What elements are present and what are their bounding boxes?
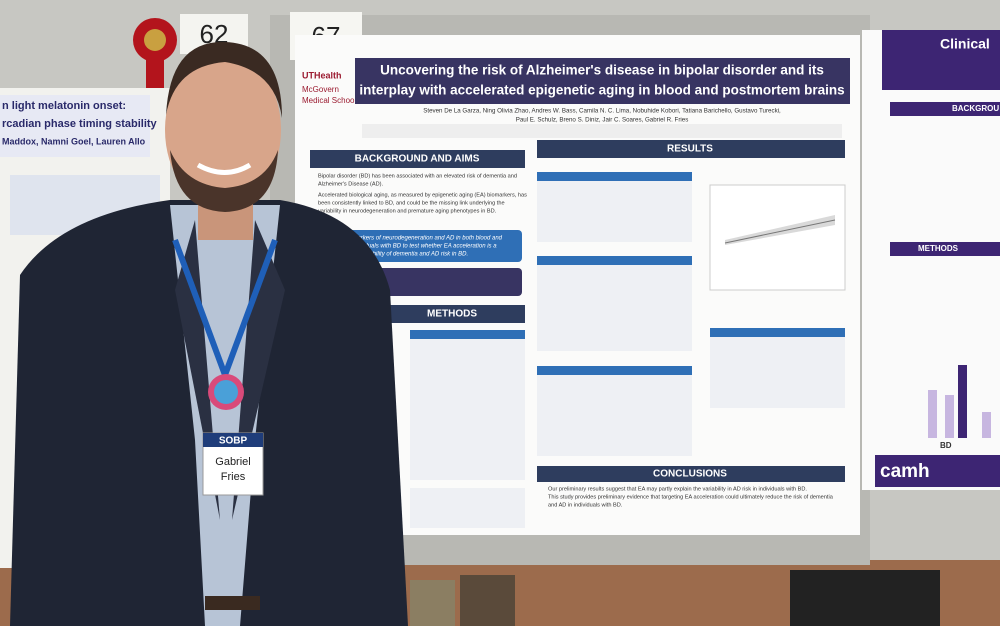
body-text: Accelerated biological aging, as measure… <box>318 192 527 198</box>
smile <box>196 162 252 175</box>
right-title-bar <box>882 30 1000 90</box>
section-title: METHODS <box>918 244 959 253</box>
body-text: been consistently linked to BD, and coul… <box>318 200 505 206</box>
section-title: CONCLUSIONS <box>653 469 727 480</box>
section-header <box>310 150 525 168</box>
hair <box>166 41 282 118</box>
badge-org: SOBP <box>219 436 248 447</box>
bar <box>945 395 954 438</box>
scatter-figure <box>709 184 846 291</box>
bar <box>958 365 967 438</box>
table <box>537 256 692 351</box>
table-header <box>710 328 845 337</box>
section-title: BACKGROU <box>952 104 999 113</box>
title-bar <box>355 58 850 104</box>
affiliations <box>362 124 842 138</box>
table-header <box>537 172 692 181</box>
background-person <box>790 570 940 626</box>
badge-name: Fries <box>221 471 246 483</box>
body-text: Our preliminary results suggest that EA … <box>548 486 807 492</box>
body-text: This study provides preliminary evidence… <box>548 494 834 500</box>
institution: McGovern <box>302 85 339 94</box>
poster-title: interplay with accelerated epigenetic ag… <box>359 83 844 98</box>
table <box>537 366 692 456</box>
body-text: Bipolar disorder (BD) has been associate… <box>318 173 517 179</box>
beard <box>170 150 278 212</box>
trend-line <box>724 219 836 244</box>
left-poster-text: rcadian phase timing stability <box>2 118 158 130</box>
left-poster-text: n light melatonin onset: <box>2 100 126 112</box>
badge-header <box>203 433 263 447</box>
poster-title: Uncovering the risk of Alzheimer's disea… <box>380 63 824 78</box>
aim-box <box>370 268 522 296</box>
table-header <box>537 256 692 265</box>
left-poster-header <box>0 95 150 157</box>
background-text: Bipolar disorder (BD) has been associate… <box>318 173 527 214</box>
table-header <box>537 366 692 375</box>
axis-label: BD <box>940 441 952 450</box>
body-text: variability in neurodegeneration and pre… <box>318 208 497 214</box>
table <box>710 328 845 408</box>
face <box>165 52 281 208</box>
section-title: BACKGROUND AND AIMS <box>355 154 480 165</box>
aim-text: potential driving variability of dementi… <box>315 252 468 258</box>
section-header <box>537 466 845 482</box>
table-header <box>410 330 525 339</box>
section-title: METHODS <box>427 309 477 320</box>
logo-bar <box>875 455 1000 487</box>
badge-name: Gabriel <box>215 456 250 468</box>
aim-text: To assess biomarkers of neurodegeneratio… <box>316 236 503 242</box>
background-person <box>460 575 515 626</box>
table <box>537 172 692 242</box>
body-text: Alzheimer's Disease (AD). <box>318 181 384 187</box>
left-poster-text: Maddox, Namni Goel, Lauren Allo <box>2 136 146 146</box>
section-header <box>380 305 525 323</box>
institution: Medical School <box>302 96 356 105</box>
ribbon-medal <box>144 29 166 51</box>
bar <box>982 412 991 438</box>
background-person <box>410 580 455 626</box>
pin-center <box>214 380 238 404</box>
logo: camh <box>880 461 930 482</box>
table <box>410 330 525 480</box>
section-header <box>537 140 845 158</box>
authors: Steven De La Garza, Ning Olivia Zhao, An… <box>423 108 781 115</box>
bar <box>928 390 937 438</box>
aim-text: the brains of individuals with BD to tes… <box>316 244 497 250</box>
belt <box>205 596 260 610</box>
authors: Paul E. Schulz, Breno S. Diniz, Jair C. … <box>516 117 689 124</box>
section-header <box>890 102 1000 116</box>
section-header <box>890 242 1000 256</box>
body-text: and AD in individuals with BD. <box>548 502 623 508</box>
diagram <box>410 488 525 528</box>
institution: UTHealth <box>302 70 342 80</box>
right-title: Clinical <box>940 36 990 52</box>
section-title: RESULTS <box>667 144 713 155</box>
